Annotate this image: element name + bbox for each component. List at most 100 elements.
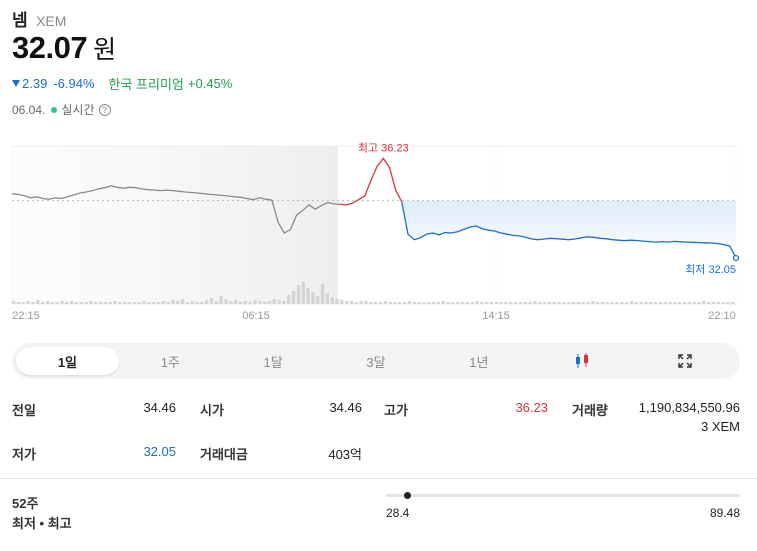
current-price: 32.07 bbox=[12, 30, 88, 65]
volume-bar bbox=[219, 296, 223, 304]
x-tick-label: 22:10 bbox=[708, 310, 736, 322]
volume-bar bbox=[369, 302, 373, 304]
volume-bar bbox=[649, 302, 653, 304]
volume-bar bbox=[571, 302, 576, 304]
coin-name: 넴 bbox=[12, 11, 28, 30]
volume-bar bbox=[625, 302, 629, 304]
coin-header: 넴 XEM bbox=[12, 6, 66, 31]
volume-bar bbox=[436, 302, 440, 304]
tab-1year[interactable]: 1년 bbox=[469, 354, 489, 370]
volume-bar bbox=[113, 301, 117, 304]
volume-bars bbox=[12, 282, 735, 304]
volume-bar bbox=[224, 299, 228, 304]
volume-bar bbox=[65, 302, 69, 304]
candlestick-icon[interactable] bbox=[530, 347, 633, 375]
volume-bar bbox=[586, 302, 590, 304]
volume-bar bbox=[195, 302, 199, 304]
volume-bar bbox=[644, 302, 648, 304]
change-percent: -6.94% bbox=[53, 76, 95, 91]
x-tick-label: 14:15 bbox=[482, 310, 510, 322]
price-lines bbox=[11, 157, 737, 259]
week52-subtitle: 최저 • 최고 bbox=[12, 516, 72, 531]
realtime-label: 실시간 bbox=[61, 103, 95, 117]
last-price-marker bbox=[732, 254, 740, 262]
low-label: 저가 bbox=[12, 447, 36, 462]
volume-bar bbox=[142, 301, 146, 304]
x-axis-ticks: 22:15 06:15 14:15 22:10 bbox=[12, 310, 736, 322]
prev-close-value: 34.46 bbox=[143, 400, 176, 415]
volume-bar bbox=[330, 297, 334, 304]
volume-bar bbox=[287, 295, 291, 304]
volume-bar bbox=[417, 302, 421, 304]
volume-bar bbox=[398, 302, 402, 304]
volume-bar bbox=[692, 302, 696, 304]
above-reference-line bbox=[339, 157, 403, 206]
volume-bar bbox=[272, 299, 276, 304]
volume-bar bbox=[542, 302, 547, 304]
volume-bar bbox=[205, 300, 209, 304]
volume-bar bbox=[103, 302, 107, 304]
trade-amount-label: 거래대금 bbox=[200, 447, 248, 462]
volume-bar bbox=[31, 302, 35, 304]
volume-bar bbox=[591, 301, 595, 304]
volume-bar bbox=[567, 302, 571, 304]
below-reference-area bbox=[401, 200, 736, 258]
volume-bar bbox=[36, 300, 40, 304]
volume-bar bbox=[668, 302, 672, 304]
volume-unit: 3 XEM bbox=[700, 419, 740, 434]
history-price-line bbox=[11, 185, 341, 234]
volume-bar bbox=[456, 302, 460, 304]
volume-bar bbox=[253, 300, 257, 304]
volume-bar bbox=[74, 302, 78, 304]
volume-bar bbox=[494, 302, 498, 304]
volume-bar bbox=[576, 302, 580, 304]
volume-bar bbox=[702, 301, 706, 304]
volume-bar bbox=[726, 302, 730, 304]
volume-bar bbox=[427, 302, 431, 304]
volume-bar bbox=[132, 302, 136, 304]
volume-bar bbox=[431, 302, 436, 304]
volume-bar bbox=[374, 302, 378, 304]
volume-bar bbox=[538, 302, 542, 304]
volume-bar bbox=[234, 300, 238, 304]
price-chart[interactable]: 22:15 06:15 14:15 22:10 최고 36.23 최저 32.05 bbox=[0, 130, 757, 330]
volume-bar bbox=[123, 302, 127, 304]
volume-bar bbox=[523, 302, 527, 304]
tab-1month[interactable]: 1달 bbox=[263, 354, 283, 370]
volume-bar bbox=[12, 301, 16, 304]
expand-icon[interactable] bbox=[633, 347, 736, 375]
week52-section: 52주 최저 • 최고 bbox=[12, 494, 72, 534]
week52-range-bar bbox=[386, 492, 740, 499]
below-reference-line bbox=[401, 201, 737, 259]
volume-bar bbox=[156, 302, 161, 304]
volume-bar bbox=[152, 302, 156, 304]
volume-bar bbox=[89, 301, 93, 304]
volume-bar bbox=[84, 302, 88, 304]
volume-bar bbox=[475, 301, 479, 304]
question-circle-icon[interactable]: ? bbox=[98, 103, 111, 116]
volume-bar bbox=[682, 302, 687, 304]
trade-amount-value: 403억 bbox=[328, 447, 362, 462]
volume-bar bbox=[180, 299, 185, 304]
volume-bar bbox=[147, 302, 151, 304]
date-label: 06.04. bbox=[12, 102, 46, 117]
low-annotation: 최저 32.05 bbox=[685, 263, 736, 276]
volume-bar bbox=[185, 302, 190, 304]
volume-bar bbox=[451, 302, 455, 304]
volume-bar bbox=[383, 301, 387, 304]
tab-1day[interactable]: 1일 bbox=[16, 347, 119, 375]
volume-bar bbox=[596, 302, 600, 304]
volume-bar bbox=[533, 301, 537, 304]
volume-bar bbox=[629, 301, 634, 304]
volume-bar bbox=[349, 301, 354, 304]
volume-bar bbox=[721, 302, 725, 304]
tab-1week[interactable]: 1주 bbox=[160, 354, 180, 370]
volume-bar bbox=[176, 301, 180, 304]
volume-bar bbox=[41, 302, 45, 304]
volume-bar bbox=[634, 302, 638, 304]
tab-3month[interactable]: 3달 bbox=[366, 354, 386, 370]
volume-bar bbox=[518, 302, 523, 304]
volume-bar bbox=[547, 302, 552, 304]
volume-bar bbox=[697, 302, 701, 304]
volume-bar bbox=[16, 302, 21, 304]
